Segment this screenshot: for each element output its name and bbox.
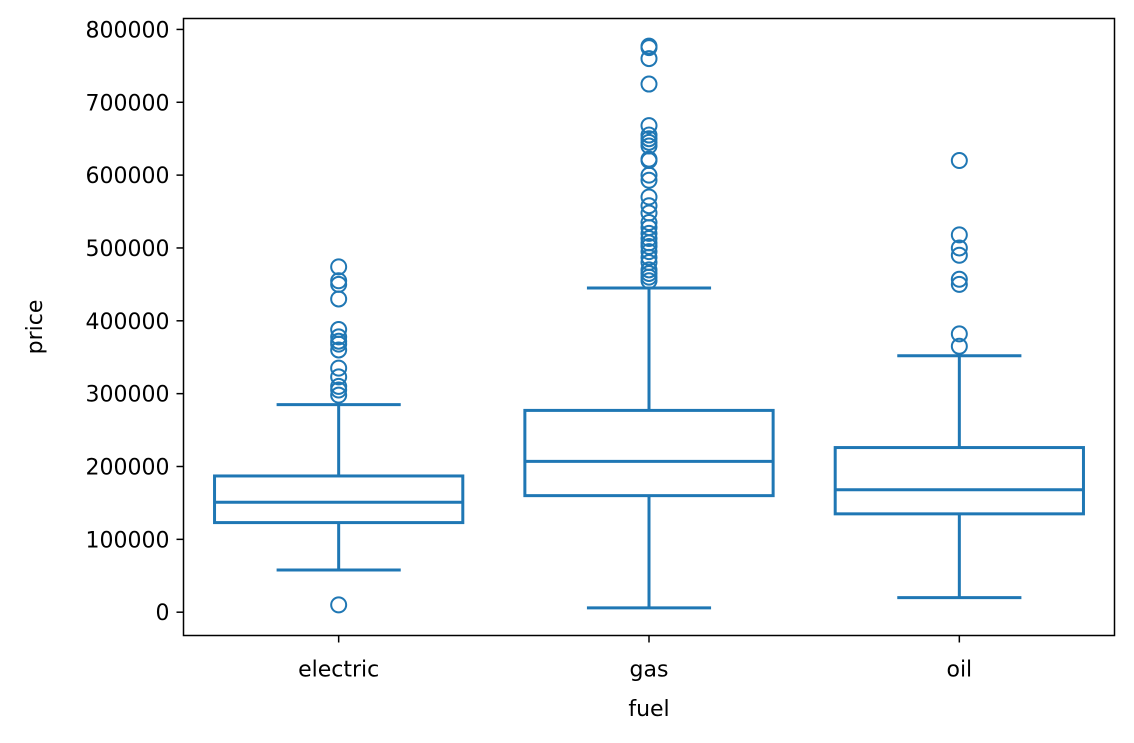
- outlier-point: [950, 275, 968, 293]
- outlier-point: [640, 213, 658, 231]
- outlier-point: [330, 359, 348, 377]
- outlier-point: [330, 258, 348, 276]
- outlier-point: [950, 246, 968, 264]
- iqr-box: [523, 408, 775, 498]
- outlier-point: [640, 37, 658, 55]
- outlier-point: [330, 328, 348, 346]
- x-axis: electric gas oil: [298, 635, 972, 683]
- outlier-point: [640, 254, 658, 272]
- outlier-point: [950, 270, 968, 288]
- box-oil: [833, 152, 1085, 600]
- outlier-point: [640, 229, 658, 247]
- y-tick-label: 600000: [86, 164, 170, 189]
- outlier-point: [640, 75, 658, 93]
- iqr-box: [833, 446, 1085, 516]
- outlier-point: [640, 224, 658, 242]
- y-tick-label: 300000: [86, 383, 170, 408]
- outlier-point: [330, 332, 348, 350]
- y-axis: 0 100000 200000 300000 400000 500000 600000 700…: [86, 18, 184, 626]
- y-tick-label: 800000: [86, 18, 170, 43]
- outlier-point: [950, 152, 968, 170]
- outlier-point: [950, 325, 968, 343]
- outlier-point: [640, 171, 658, 189]
- outlier-point: [640, 117, 658, 135]
- y-tick-label: 100000: [86, 528, 170, 553]
- outlier-point: [640, 243, 658, 261]
- outlier-point: [950, 226, 968, 244]
- outlier-point: [640, 50, 658, 68]
- outlier-point: [330, 386, 348, 404]
- outlier-point: [640, 188, 658, 206]
- outlier-point: [330, 596, 348, 614]
- plot-area: [213, 37, 1085, 614]
- outlier-point: [950, 337, 968, 355]
- outlier-point: [640, 261, 658, 279]
- x-tick-label: gas: [630, 658, 669, 683]
- box-electric: [213, 258, 465, 614]
- iqr-box: [213, 474, 465, 525]
- outlier-point: [640, 126, 658, 144]
- x-tick-label: oil: [946, 658, 972, 683]
- x-axis-label: fuel: [628, 697, 669, 722]
- outlier-point: [640, 197, 658, 215]
- outlier-point: [330, 341, 348, 359]
- y-tick-label: 0: [156, 601, 170, 626]
- outlier-point: [330, 290, 348, 308]
- outlier-point: [330, 321, 348, 339]
- outlier-point: [330, 272, 348, 290]
- y-tick-label: 500000: [86, 237, 170, 262]
- y-axis-label: price: [23, 300, 48, 355]
- x-tick-label: electric: [298, 658, 379, 683]
- box-gas: [523, 37, 775, 610]
- outlier-point: [640, 150, 658, 168]
- outlier-point: [640, 204, 658, 222]
- y-tick-label: 700000: [86, 91, 170, 116]
- outlier-point: [330, 377, 348, 395]
- y-tick-label: 400000: [86, 310, 170, 335]
- y-tick-label: 200000: [86, 455, 170, 480]
- outlier-point: [330, 368, 348, 386]
- outlier-point: [330, 275, 348, 293]
- outlier-point: [950, 239, 968, 257]
